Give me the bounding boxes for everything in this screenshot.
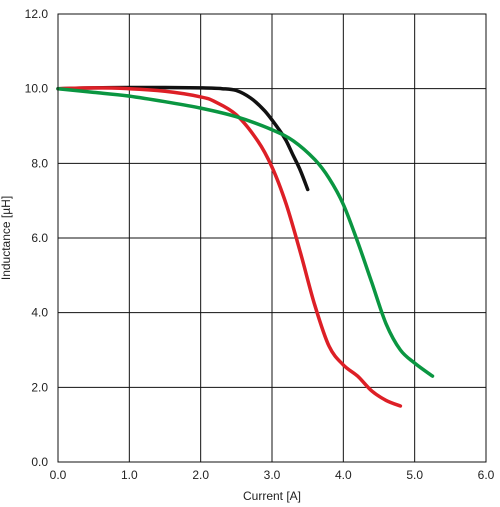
x-tick-label: 3.0 <box>264 468 281 482</box>
series-line-3 <box>56 86 435 378</box>
plot-frame <box>57 13 487 463</box>
x-tick-label: 2.0 <box>192 468 209 482</box>
y-axis-label: Inductance [µH] <box>0 196 13 280</box>
y-tick-label: 8.0 <box>31 156 48 170</box>
x-axis-label: Current [A] <box>243 489 301 503</box>
y-tick-label: 10.0 <box>25 82 49 96</box>
y-tick-label: 4.0 <box>31 306 48 320</box>
x-tick-label: 0.0 <box>50 468 67 482</box>
x-tick-label: 5.0 <box>406 468 423 482</box>
y-tick-label: 2.0 <box>31 380 48 394</box>
series-layer <box>56 85 435 408</box>
x-tick-label: 4.0 <box>335 468 352 482</box>
y-tick-label: 12.0 <box>25 7 49 21</box>
x-axis-ticks: 0.0 1.0 2.0 3.0 4.0 5.0 6.0 <box>50 468 495 482</box>
series-line-2 <box>56 86 403 408</box>
y-tick-label: 0.0 <box>31 455 48 469</box>
x-tick-label: 1.0 <box>121 468 138 482</box>
y-tick-label: 6.0 <box>31 231 48 245</box>
y-axis-ticks: 0.0 2.0 4.0 6.0 8.0 10.0 12.0 <box>25 7 49 469</box>
x-tick-label: 6.0 <box>478 468 495 482</box>
